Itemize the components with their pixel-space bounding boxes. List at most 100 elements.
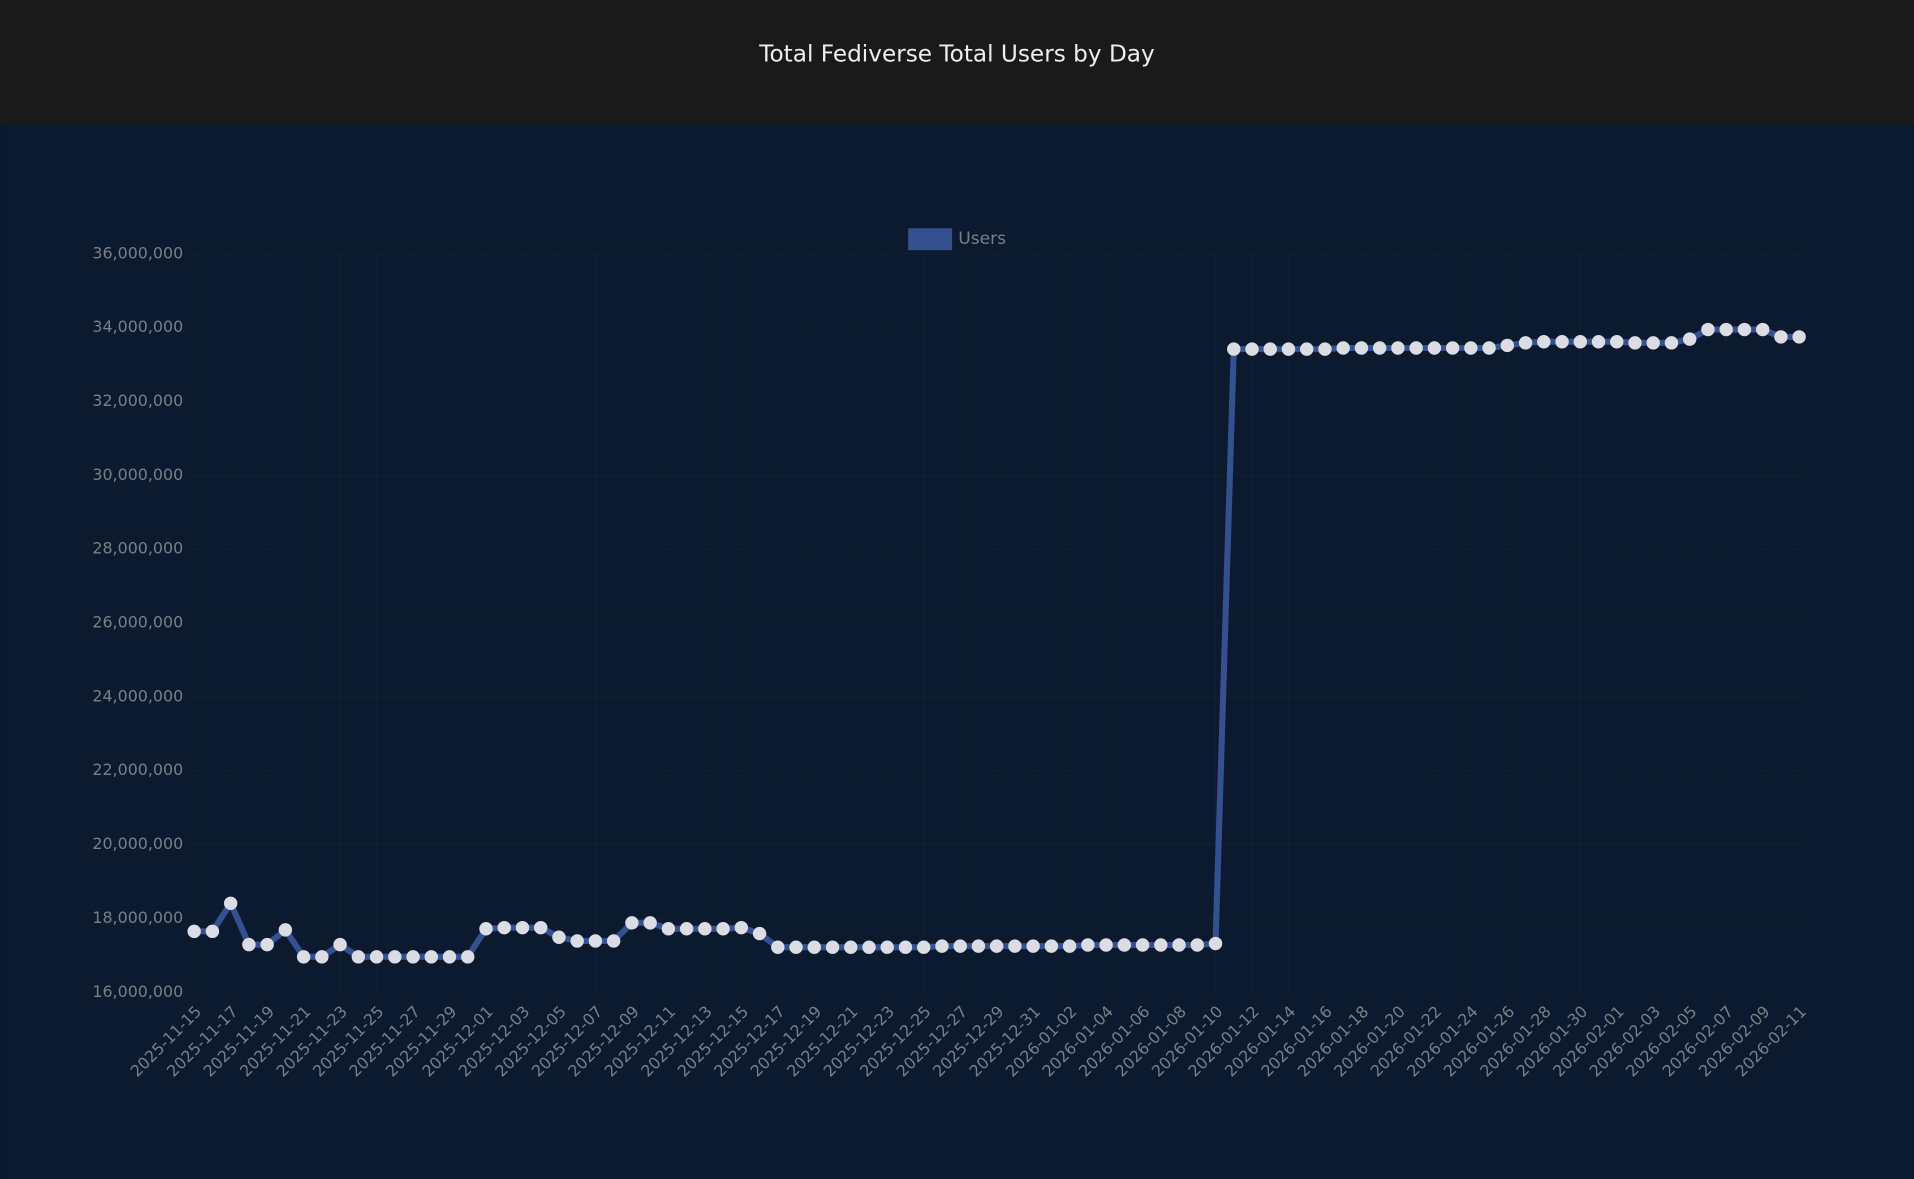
data-point — [1263, 342, 1277, 356]
data-point — [424, 950, 438, 964]
data-point — [1427, 341, 1442, 355]
y-tick-label: 22,000,000 — [92, 760, 183, 779]
y-tick-label: 16,000,000 — [92, 982, 183, 1001]
data-point — [369, 950, 384, 964]
data-point — [1719, 322, 1733, 337]
data-point — [388, 950, 402, 964]
data-point — [1537, 335, 1551, 349]
data-point — [643, 916, 657, 930]
y-tick-label: 26,000,000 — [92, 613, 183, 632]
data-point — [752, 926, 767, 941]
data-point — [844, 940, 858, 954]
data-point — [971, 939, 986, 953]
y-tick-label: 32,000,000 — [92, 391, 183, 410]
data-point — [789, 940, 803, 954]
data-point — [1464, 341, 1478, 355]
data-point — [1500, 338, 1515, 353]
data-point — [315, 950, 329, 964]
data-point — [1683, 332, 1697, 346]
data-point — [862, 940, 876, 954]
data-point — [1372, 341, 1387, 355]
data-point — [1208, 936, 1223, 951]
data-point — [953, 939, 967, 953]
data-point — [333, 937, 347, 952]
data-point — [1026, 939, 1040, 953]
data-point — [1172, 938, 1186, 952]
data-point — [588, 934, 603, 948]
data-point — [935, 939, 949, 953]
data-point — [1318, 342, 1332, 356]
data-point — [296, 950, 311, 964]
data-point — [1737, 322, 1752, 337]
data-point — [1774, 330, 1788, 344]
data-point — [661, 922, 676, 936]
data-point — [1099, 938, 1113, 952]
data-point — [1190, 938, 1204, 952]
data-point — [679, 922, 694, 936]
y-tick-label: 34,000,000 — [92, 317, 183, 336]
data-point — [351, 950, 366, 964]
data-point — [1555, 335, 1569, 349]
data-point — [442, 950, 457, 964]
data-point — [278, 923, 293, 937]
data-point — [1628, 336, 1642, 350]
data-point — [1591, 335, 1606, 349]
data-point — [1135, 938, 1150, 952]
data-point — [625, 916, 639, 930]
data-point — [1482, 341, 1496, 355]
data-point — [807, 940, 821, 954]
data-point — [1518, 336, 1533, 350]
data-point — [898, 940, 913, 954]
data-point — [1227, 342, 1241, 356]
data-point — [534, 920, 548, 935]
header-bar — [0, 0, 1914, 126]
data-point — [1300, 342, 1314, 356]
data-point — [698, 922, 712, 936]
data-point — [406, 950, 420, 964]
y-tick-label: 28,000,000 — [92, 539, 183, 558]
data-point — [1755, 322, 1770, 337]
data-point — [1354, 341, 1369, 355]
data-point — [552, 930, 566, 944]
data-point — [1117, 938, 1132, 952]
data-point — [1701, 322, 1715, 337]
data-point — [242, 937, 256, 952]
y-tick-label: 24,000,000 — [92, 686, 183, 705]
data-point — [497, 920, 511, 935]
y-tick-label: 18,000,000 — [92, 908, 183, 927]
data-point — [1008, 939, 1022, 953]
data-point — [1081, 938, 1095, 952]
data-point — [1409, 341, 1423, 355]
data-point — [1610, 335, 1624, 349]
data-point — [606, 934, 621, 948]
data-point — [734, 920, 749, 935]
y-tick-label: 20,000,000 — [92, 834, 183, 853]
data-point — [1245, 342, 1259, 356]
data-point — [479, 922, 493, 936]
data-point — [1062, 939, 1077, 953]
data-point — [187, 924, 201, 939]
data-point — [1573, 335, 1587, 349]
data-point — [515, 920, 530, 935]
data-point — [771, 940, 785, 954]
data-point — [1792, 330, 1806, 344]
data-point — [716, 922, 730, 936]
data-point — [825, 940, 840, 954]
data-point — [1281, 342, 1296, 356]
data-point — [260, 937, 274, 952]
legend-swatch[interactable] — [908, 228, 953, 251]
data-point — [205, 924, 220, 939]
data-point — [1154, 938, 1168, 952]
y-tick-label: 36,000,000 — [92, 243, 183, 262]
data-point — [461, 950, 475, 964]
data-point — [1664, 336, 1679, 350]
data-point — [1336, 341, 1350, 355]
data-point — [917, 940, 931, 954]
data-point — [1391, 341, 1405, 355]
legend-label[interactable]: Users — [958, 229, 1006, 249]
y-tick-label: 30,000,000 — [92, 465, 183, 484]
data-point — [1044, 939, 1059, 953]
